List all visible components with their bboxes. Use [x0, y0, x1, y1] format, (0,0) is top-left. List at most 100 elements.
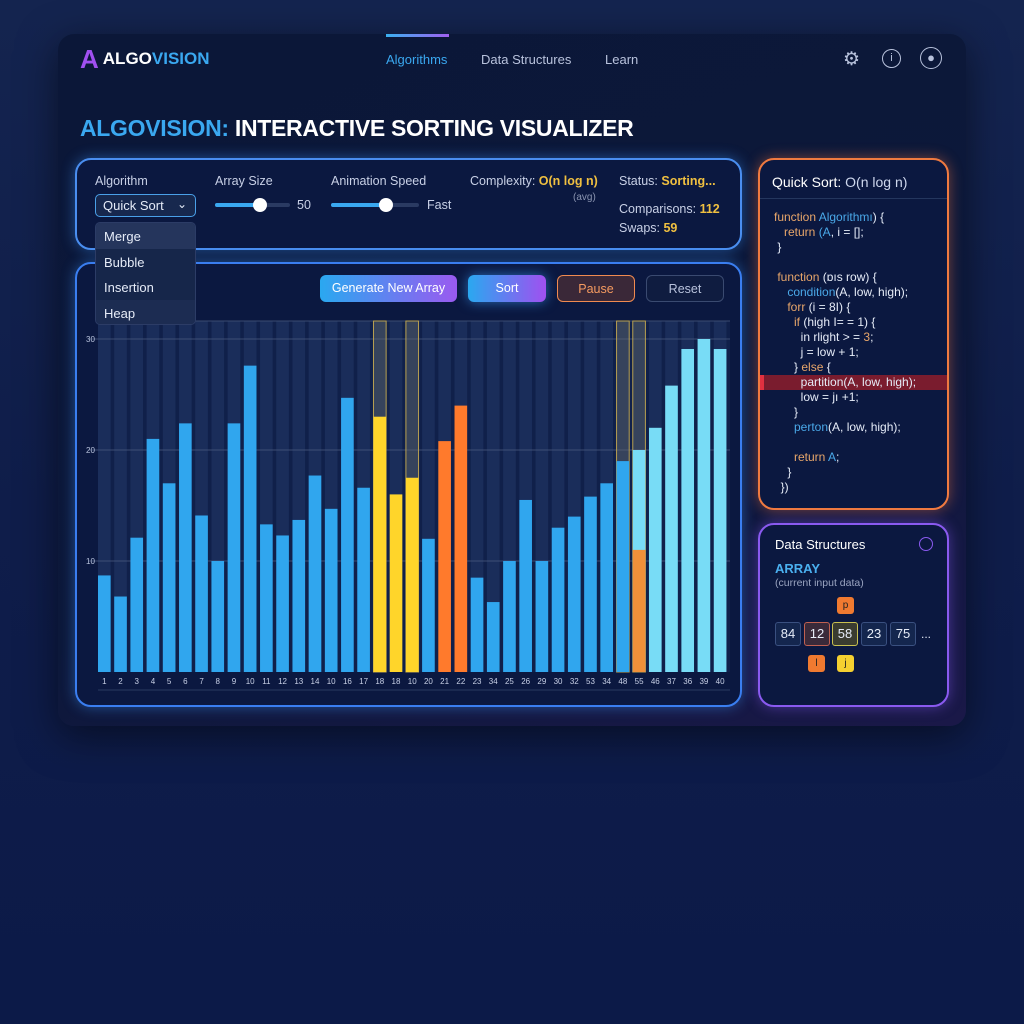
- slider-handle[interactable]: [378, 198, 393, 212]
- x-tick-label: 34: [489, 677, 498, 686]
- active-tab-indicator: [386, 34, 449, 37]
- x-tick-label: 25: [505, 677, 514, 686]
- logo-mark: A: [80, 44, 99, 74]
- option-insertion[interactable]: Insertion: [104, 280, 154, 295]
- bar: [276, 535, 289, 672]
- bar: [243, 365, 257, 672]
- logo[interactable]: A ALGO VISION: [80, 46, 210, 72]
- x-tick-label: 9: [232, 677, 237, 686]
- logo-text-a: ALGO: [102, 49, 152, 68]
- bar: [422, 538, 435, 672]
- x-tick-label: 3: [135, 677, 140, 686]
- option-bubble[interactable]: Bubble: [104, 254, 145, 270]
- comparisons: Comparisons: 112: [619, 202, 720, 216]
- j-pointer: j: [837, 655, 854, 672]
- bar: [114, 596, 127, 672]
- ellipsis: ...: [921, 627, 932, 641]
- bar: [713, 348, 727, 672]
- nav-data-structures[interactable]: Data Structures: [481, 52, 572, 67]
- swaps: Swaps: 59: [619, 221, 678, 235]
- x-tick-label: 12: [278, 677, 287, 686]
- x-tick-label: 29: [537, 677, 546, 686]
- x-tick-label: 1: [102, 677, 107, 686]
- code-line: condition(A, low, high);: [774, 285, 909, 299]
- user-icon[interactable]: ●: [920, 47, 942, 69]
- x-tick-label: 32: [570, 677, 579, 686]
- array-cell: 75: [890, 622, 916, 646]
- divider: [760, 198, 947, 199]
- bar: [665, 385, 678, 672]
- x-tick-label: 14: [311, 677, 320, 686]
- array-size-label: Array Size: [215, 174, 273, 188]
- x-tick-label: 55: [635, 677, 644, 686]
- bar: [600, 483, 613, 672]
- code-line: partition(A, low, high);: [760, 375, 947, 390]
- bar: [341, 397, 354, 672]
- y-tick-label: 10: [86, 557, 95, 566]
- clock-icon[interactable]: [919, 537, 933, 551]
- algorithm-select[interactable]: Quick Sort ⌄: [95, 194, 196, 217]
- speed-slider[interactable]: [331, 198, 419, 212]
- x-tick-label: 4: [151, 677, 156, 686]
- code-line: }: [774, 465, 792, 479]
- generate-array-button[interactable]: Generate New Array: [320, 275, 457, 302]
- x-tick-label: 17: [359, 677, 368, 686]
- title-text: INTERACTIVE SORTING VISUALIZER: [228, 115, 634, 141]
- complexity-note: (avg): [573, 192, 596, 203]
- code-line: [760, 255, 947, 270]
- x-tick-label: 34: [602, 677, 611, 686]
- array-size-slider[interactable]: [215, 198, 290, 212]
- chevron-down-icon: ⌄: [176, 197, 187, 211]
- nav-algorithms[interactable]: Algorithms: [386, 52, 448, 67]
- bar: [195, 515, 208, 672]
- bar: [551, 527, 565, 672]
- code-line: return A;: [774, 450, 840, 464]
- x-tick-label: 23: [473, 677, 482, 686]
- option-merge[interactable]: Merge: [96, 223, 195, 249]
- code-title: Quick Sort: O(n log n): [772, 174, 908, 190]
- slider-fill: [331, 203, 386, 207]
- data-structures-panel: [758, 523, 949, 707]
- code-line: return (A, i = [];: [774, 225, 864, 239]
- slider-handle[interactable]: [253, 198, 267, 212]
- bar: [681, 348, 695, 672]
- bar: [324, 508, 338, 672]
- algorithm-value: Quick Sort: [103, 198, 164, 213]
- bar: [373, 416, 387, 672]
- array-cell: 12: [804, 622, 830, 646]
- bar: [98, 575, 111, 672]
- bar: [179, 423, 192, 672]
- i-pointer: l: [808, 655, 825, 672]
- bar: [357, 487, 370, 672]
- ds-title: Data Structures: [775, 537, 866, 552]
- x-tick-label: 39: [699, 677, 708, 686]
- code-line: low = jı +1;: [774, 390, 859, 404]
- x-tick-label: 40: [716, 677, 725, 686]
- array-cell: 23: [861, 622, 887, 646]
- slider-fill: [215, 203, 260, 207]
- gear-icon[interactable]: ⚙: [843, 49, 861, 70]
- sort-button[interactable]: Sort: [468, 275, 546, 302]
- page-title: ALGOVISION: INTERACTIVE SORTING VISUALIZ…: [80, 115, 634, 142]
- bar: [292, 519, 306, 672]
- code-line: [760, 435, 947, 450]
- info-icon[interactable]: i: [882, 49, 901, 68]
- bar: [405, 477, 419, 672]
- speed-value: Fast: [427, 198, 452, 212]
- status: Status: Sorting...: [619, 174, 716, 188]
- bar: [146, 438, 160, 672]
- reset-button[interactable]: Reset: [646, 275, 724, 302]
- pause-button[interactable]: Pause: [557, 275, 635, 302]
- speed-label: Animation Speed: [331, 174, 427, 188]
- x-tick-label: 11: [262, 677, 271, 686]
- bar: [454, 405, 468, 672]
- bar: [519, 499, 532, 672]
- x-tick-label: 30: [554, 677, 563, 686]
- option-heap[interactable]: Heap: [96, 299, 195, 324]
- code-line: in rlight > = 3;: [774, 330, 874, 344]
- nav-learn[interactable]: Learn: [605, 52, 639, 67]
- bar: [486, 602, 500, 672]
- bar: [470, 577, 484, 672]
- x-tick-label: 2: [118, 677, 123, 686]
- x-tick-label: 7: [199, 677, 204, 686]
